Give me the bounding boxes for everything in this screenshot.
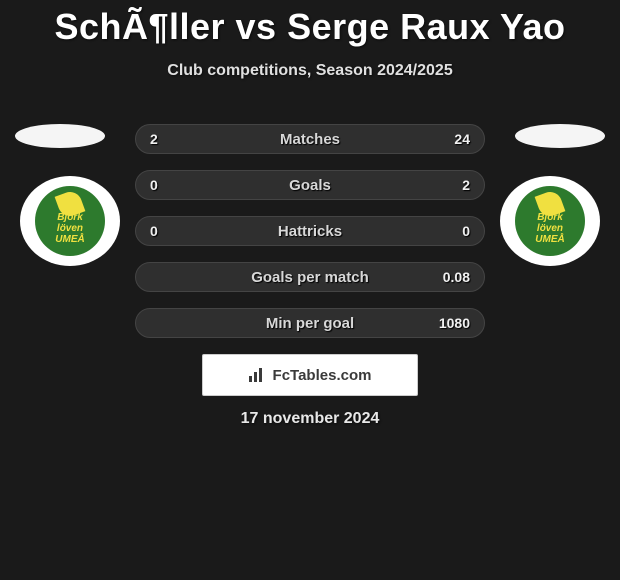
stat-right-value: 2: [434, 177, 470, 193]
stat-row-goals-per-match: Goals per match 0.08: [135, 262, 485, 292]
stat-label: Min per goal: [136, 315, 484, 332]
player-right-marker: [515, 124, 605, 148]
badge-text: Björk löven UMEÅ: [55, 212, 84, 245]
bar-chart-icon: [249, 368, 267, 382]
stat-label: Goals per match: [136, 269, 484, 286]
stat-row-goals: 0 Goals 2: [135, 170, 485, 200]
stat-right-value: 0.08: [434, 269, 470, 285]
stat-left-value: 0: [150, 177, 186, 193]
snapshot-date: 17 november 2024: [0, 410, 620, 428]
stat-row-min-per-goal: Min per goal 1080: [135, 308, 485, 338]
stat-row-matches: 2 Matches 24: [135, 124, 485, 154]
stat-right-value: 1080: [434, 315, 470, 331]
stat-label: Hattricks: [136, 223, 484, 240]
club-badge-left: Björk löven UMEÅ: [20, 176, 120, 266]
player-left-marker: [15, 124, 105, 148]
stat-right-value: 0: [434, 223, 470, 239]
page-title: SchÃ¶ller vs Serge Raux Yao: [0, 0, 620, 48]
page-subtitle: Club competitions, Season 2024/2025: [0, 62, 620, 80]
stat-label: Goals: [136, 177, 484, 194]
stats-table: 2 Matches 24 0 Goals 2 0 Hattricks 0 Goa…: [135, 124, 485, 354]
stat-right-value: 24: [434, 131, 470, 147]
stat-left-value: 2: [150, 131, 186, 147]
badge-text: Björk löven UMEÅ: [535, 212, 564, 245]
stat-label: Matches: [136, 131, 484, 148]
stat-row-hattricks: 0 Hattricks 0: [135, 216, 485, 246]
club-badge-right: Björk löven UMEÅ: [500, 176, 600, 266]
brand-text: FcTables.com: [273, 367, 372, 384]
stat-left-value: 0: [150, 223, 186, 239]
brand-link[interactable]: FcTables.com: [202, 354, 418, 396]
